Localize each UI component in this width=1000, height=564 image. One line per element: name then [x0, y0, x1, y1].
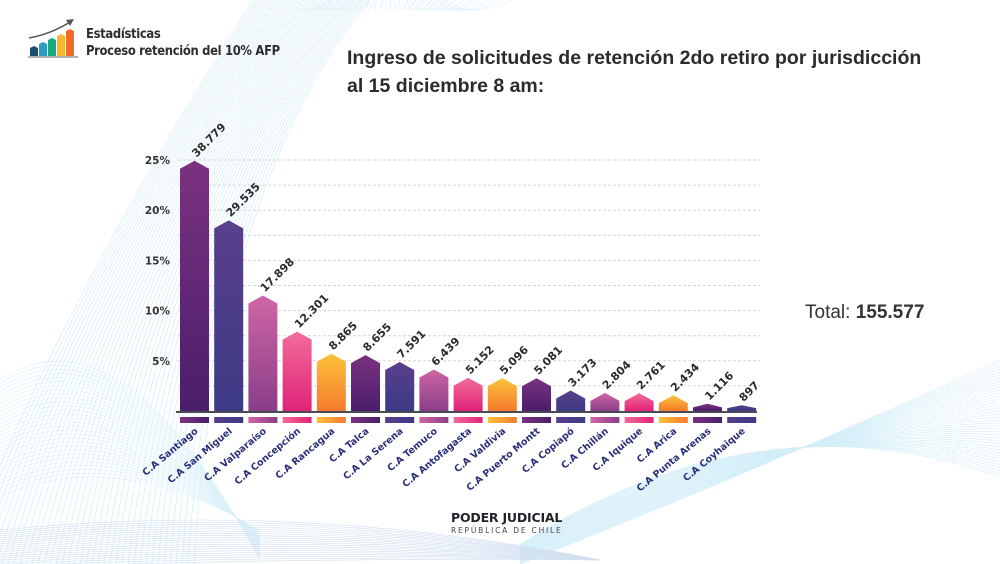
bar [180, 160, 209, 411]
logo-bar [48, 38, 56, 56]
logo-bar [30, 46, 38, 56]
data-label: 2.804 [600, 358, 634, 392]
bar [453, 377, 483, 411]
category-color-chip [590, 417, 620, 423]
category-color-chip [624, 417, 654, 423]
bar-chart-logo-icon [28, 19, 78, 58]
logo-bar [39, 42, 47, 56]
x-tick-label: C.A Rancagua [274, 426, 338, 482]
category-color-chip [248, 417, 278, 423]
x-tick-label: C.A Coyhaique [681, 426, 747, 484]
bar [248, 295, 278, 411]
category-color-chip [316, 417, 346, 423]
data-label: 2.761 [634, 359, 668, 393]
data-label: 17.898 [258, 255, 297, 294]
bar [487, 378, 517, 411]
header: Estadísticas Proceso retención del 10% A… [26, 16, 311, 60]
header-subtitle: Proceso retención del 10% AFP [86, 43, 280, 59]
y-tick-label: 15% [145, 255, 171, 267]
data-label: 8.655 [360, 320, 394, 354]
total-label: Total: [805, 302, 851, 323]
bar [282, 331, 312, 411]
category-color-chip [693, 417, 722, 423]
x-tick-label: C.A La Serena [341, 426, 405, 482]
footer-org-name: PODER JUDICIAL [451, 510, 563, 525]
chart-title-line1: Ingreso de solicitudes de retención 2do … [347, 47, 922, 69]
category-color-chip [419, 417, 449, 423]
x-tick-label: C.A San Miguel [166, 426, 235, 486]
footer-country: REPÚBLICA DE CHILE [451, 526, 563, 535]
category-color-chip [385, 417, 415, 423]
data-label: 12.301 [292, 292, 331, 331]
category-color-chip [453, 417, 483, 423]
header-title: Estadísticas [86, 26, 161, 42]
bar [214, 220, 244, 411]
total-value: 155.577 [855, 302, 925, 323]
y-tick-label: 5% [152, 356, 170, 368]
category-color-chip [180, 417, 209, 423]
category-color-chip [282, 417, 312, 423]
category-color-chip [556, 417, 586, 423]
chart-title-line2: al 15 diciembre 8 am: [347, 75, 545, 97]
category-color-chip [351, 417, 380, 423]
data-label: 5.096 [497, 343, 531, 377]
bar [351, 355, 380, 411]
bar [419, 369, 449, 411]
bar [658, 395, 688, 411]
bar [522, 378, 551, 411]
logo-bar [66, 29, 74, 56]
x-tick-label: C.A Santiago [141, 426, 201, 479]
category-color-chip [487, 417, 517, 423]
bar [624, 393, 654, 411]
bar [693, 403, 722, 411]
data-label: 38.779 [189, 121, 228, 160]
category-color-chip [727, 417, 757, 423]
logo-bar [57, 34, 65, 56]
category-color-chip [214, 417, 244, 423]
data-label: 2.434 [668, 360, 702, 394]
y-tick-label: 20% [145, 205, 171, 217]
data-label: 1.116 [702, 369, 736, 403]
total-readout: Total: 155.577 [805, 302, 924, 324]
category-color-chip [522, 417, 551, 423]
data-label: 897 [737, 379, 762, 404]
bar [590, 392, 620, 411]
data-label: 5.152 [463, 343, 497, 377]
footer-logo: PODER JUDICIAL REPÚBLICA DE CHILE [451, 510, 563, 535]
y-tick-label: 25% [145, 155, 171, 167]
chart-title: Ingreso de solicitudes de retención 2do … [347, 44, 947, 100]
bar [316, 353, 346, 411]
data-label: 29.535 [224, 180, 263, 219]
bar [385, 362, 415, 411]
category-color-chip [658, 417, 688, 423]
bar [556, 390, 586, 411]
data-label: 6.439 [429, 335, 463, 369]
y-tick-label: 10% [145, 306, 171, 318]
data-label: 7.591 [395, 327, 429, 361]
bar [727, 405, 757, 411]
